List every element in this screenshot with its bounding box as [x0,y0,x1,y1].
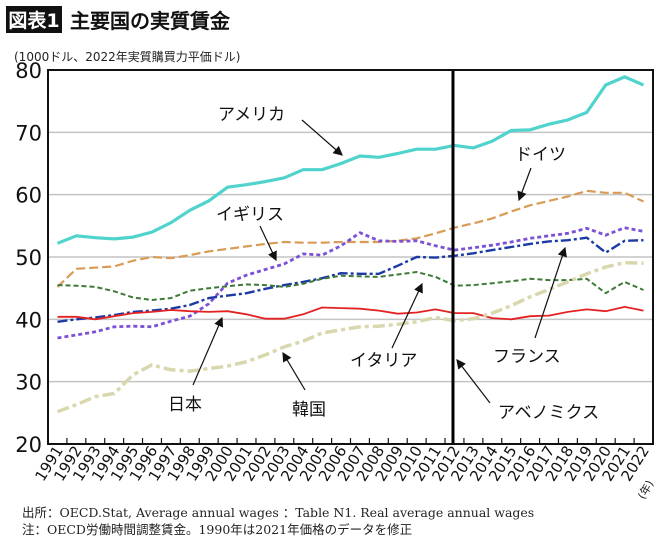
series-line-7 [56,260,644,414]
y-tick-label: 80 [15,59,42,83]
x-tick-labels: 1991199219931994199519961997199819992000… [31,438,654,485]
series-label: ドイツ [515,145,566,165]
chart-title: 主要国の実質賃金 [70,9,231,33]
y-tick-labels: 20 30 40 50 60 70 80 [15,59,42,457]
series-line-6 [57,305,644,321]
series-line-2 [56,189,644,288]
label-arrow [534,246,567,339]
series-label: アメリカ [218,105,285,125]
series-label: フランス [493,347,561,367]
y-tick-label: 60 [15,184,42,208]
plot-frame [47,69,654,445]
series-label: イギリス [216,205,284,225]
label-arrow [517,167,532,202]
y-tick-label: 30 [15,371,42,395]
figure-tag-box [6,6,62,33]
label-arrow [301,119,343,156]
y-tick-label: 20 [15,433,42,457]
series-line-4 [57,236,644,323]
y-axis-unit: (1000ドル、2022年実質購買力平価ドル) [14,49,240,64]
series-label: イタリア [350,351,417,371]
label-arrow [282,351,306,391]
source-note: 出所：OECD.Stat, Average annual wages ：Tabl… [22,505,534,520]
x-axis-unit: (年) [634,478,656,502]
series-label: アベノミクス [498,403,599,423]
series-line-1 [56,75,645,245]
y-tick-label: 40 [15,308,42,332]
label-arrow [391,282,423,349]
series-label: 韓国 [292,400,326,420]
series-line-3 [57,226,644,340]
footnote: 注：OECD労働時間調整賃金。1990年は2021年価格のデータを修正 [22,522,412,537]
y-tick-label: 70 [15,121,42,145]
series-label: 日本 [168,395,202,415]
figure-tag: 図表1 [8,9,59,32]
label-arrow [192,316,224,386]
label-arrow [456,359,491,404]
y-tick-label: 50 [15,246,42,270]
series-lines [56,75,645,414]
label-arrow [259,225,277,262]
series-line-5 [57,271,644,301]
